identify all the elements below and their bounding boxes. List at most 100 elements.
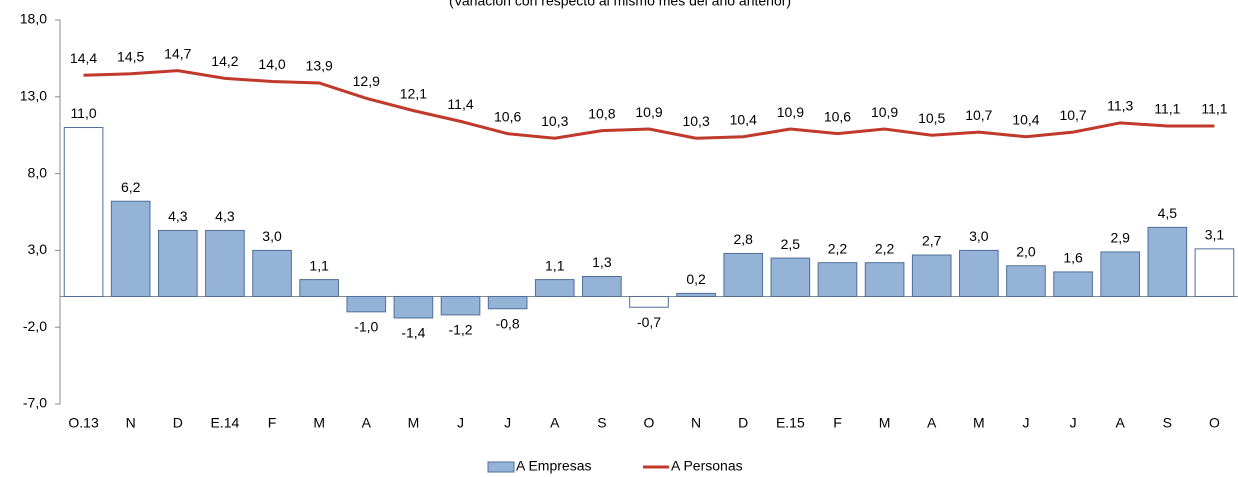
data-label: 3,0 (969, 228, 989, 244)
data-label: 4,3 (168, 208, 188, 224)
y-tick-label: 13,0 (20, 88, 47, 104)
data-label: 1,3 (592, 254, 612, 270)
data-label: 2,9 (1110, 230, 1130, 246)
x-tick-label: J (457, 415, 464, 431)
data-label: 14,5 (117, 48, 144, 64)
data-label: 10,3 (541, 113, 568, 129)
data-label: 3,1 (1205, 227, 1225, 243)
x-tick-label: O (1209, 415, 1220, 431)
data-label: 14,7 (164, 45, 191, 61)
bar (1100, 251, 1141, 297)
data-label: 2,2 (828, 240, 848, 256)
data-label: 10,4 (730, 111, 757, 127)
bar (205, 229, 245, 297)
x-tick-label: F (268, 415, 277, 431)
x-tick-label: J (1070, 415, 1077, 431)
data-label: 10,5 (918, 110, 945, 126)
legend-label: A Personas (671, 458, 743, 474)
bar (252, 249, 292, 297)
bar (676, 292, 716, 297)
bar (157, 229, 198, 297)
bar (1053, 271, 1093, 297)
x-tick-label: M (973, 415, 985, 431)
legend-swatch (487, 461, 515, 473)
data-label: 10,3 (682, 113, 709, 129)
bar (911, 254, 952, 297)
x-tick-label: M (408, 415, 420, 431)
data-label: 10,9 (871, 104, 898, 120)
x-tick-label: N (691, 415, 701, 431)
data-label: 2,7 (922, 233, 942, 249)
data-label: 4,3 (215, 208, 235, 224)
y-tick-label: -2,0 (23, 318, 47, 334)
x-tick-label: M (879, 415, 891, 431)
data-label: 13,9 (306, 58, 333, 74)
bar (110, 200, 151, 297)
bar (864, 262, 905, 297)
bar (817, 262, 858, 297)
bar (1194, 248, 1235, 297)
x-tick-label: J (1022, 415, 1029, 431)
x-tick-label: A (362, 415, 372, 431)
bar (487, 295, 528, 310)
data-label: 10,6 (824, 108, 851, 124)
data-label: -1,2 (448, 322, 472, 338)
data-label: 12,9 (353, 73, 380, 89)
data-label: 6,2 (121, 179, 141, 195)
data-label: 11,1 (1201, 101, 1227, 117)
x-tick-label: D (738, 415, 748, 431)
data-label: 10,8 (588, 105, 615, 121)
data-label: 4,5 (1158, 205, 1178, 221)
data-label: 10,7 (965, 107, 992, 123)
data-label: 10,9 (777, 104, 804, 120)
bar (629, 295, 669, 308)
data-label: -0,7 (637, 314, 661, 330)
data-label: 10,9 (635, 104, 662, 120)
data-label: 14,4 (70, 50, 97, 66)
bar (582, 276, 622, 297)
data-label: 11,4 (447, 96, 473, 112)
data-label: 1,1 (309, 257, 329, 273)
x-tick-label: F (833, 415, 842, 431)
y-tick-label: -7,0 (23, 395, 47, 411)
data-label: 2,0 (1016, 243, 1036, 259)
bar (534, 279, 575, 297)
bar (959, 249, 999, 297)
data-label: 2,8 (734, 231, 754, 247)
data-label: 2,5 (781, 236, 801, 252)
x-tick-label: N (126, 415, 136, 431)
y-tick-label: 18,0 (20, 11, 47, 27)
data-label: -1,4 (401, 325, 425, 341)
x-tick-label: A (927, 415, 937, 431)
x-tick-label: M (313, 415, 325, 431)
chart-title: (Variación con respecto al mismo mes del… (449, 0, 791, 9)
bar (63, 127, 104, 297)
line (83, 69, 1215, 140)
x-tick-label: A (550, 415, 560, 431)
x-tick-label: D (173, 415, 183, 431)
data-label: 1,1 (545, 257, 565, 273)
x-tick-label: O (644, 415, 655, 431)
data-label: 0,2 (686, 271, 706, 287)
data-label: 10,7 (1059, 107, 1086, 123)
bar (770, 257, 811, 297)
legend-label: A Empresas (516, 458, 591, 474)
data-label: 3,0 (262, 228, 282, 244)
data-label: 11,0 (70, 105, 96, 121)
bar (299, 279, 339, 297)
data-label: 10,4 (1012, 111, 1039, 127)
data-label: 14,0 (258, 56, 285, 72)
data-label: 11,3 (1107, 98, 1133, 114)
y-tick-label: 8,0 (28, 164, 48, 180)
x-tick-label: J (504, 415, 511, 431)
bar (346, 295, 387, 313)
x-tick-label: E.14 (211, 415, 240, 431)
data-label: -0,8 (496, 315, 520, 331)
bar (1147, 226, 1188, 297)
x-tick-label: O.13 (68, 415, 99, 431)
bar (723, 252, 764, 297)
data-label: 12,1 (400, 85, 427, 101)
data-label: 11,1 (1154, 101, 1180, 117)
x-tick-label: S (597, 415, 606, 431)
